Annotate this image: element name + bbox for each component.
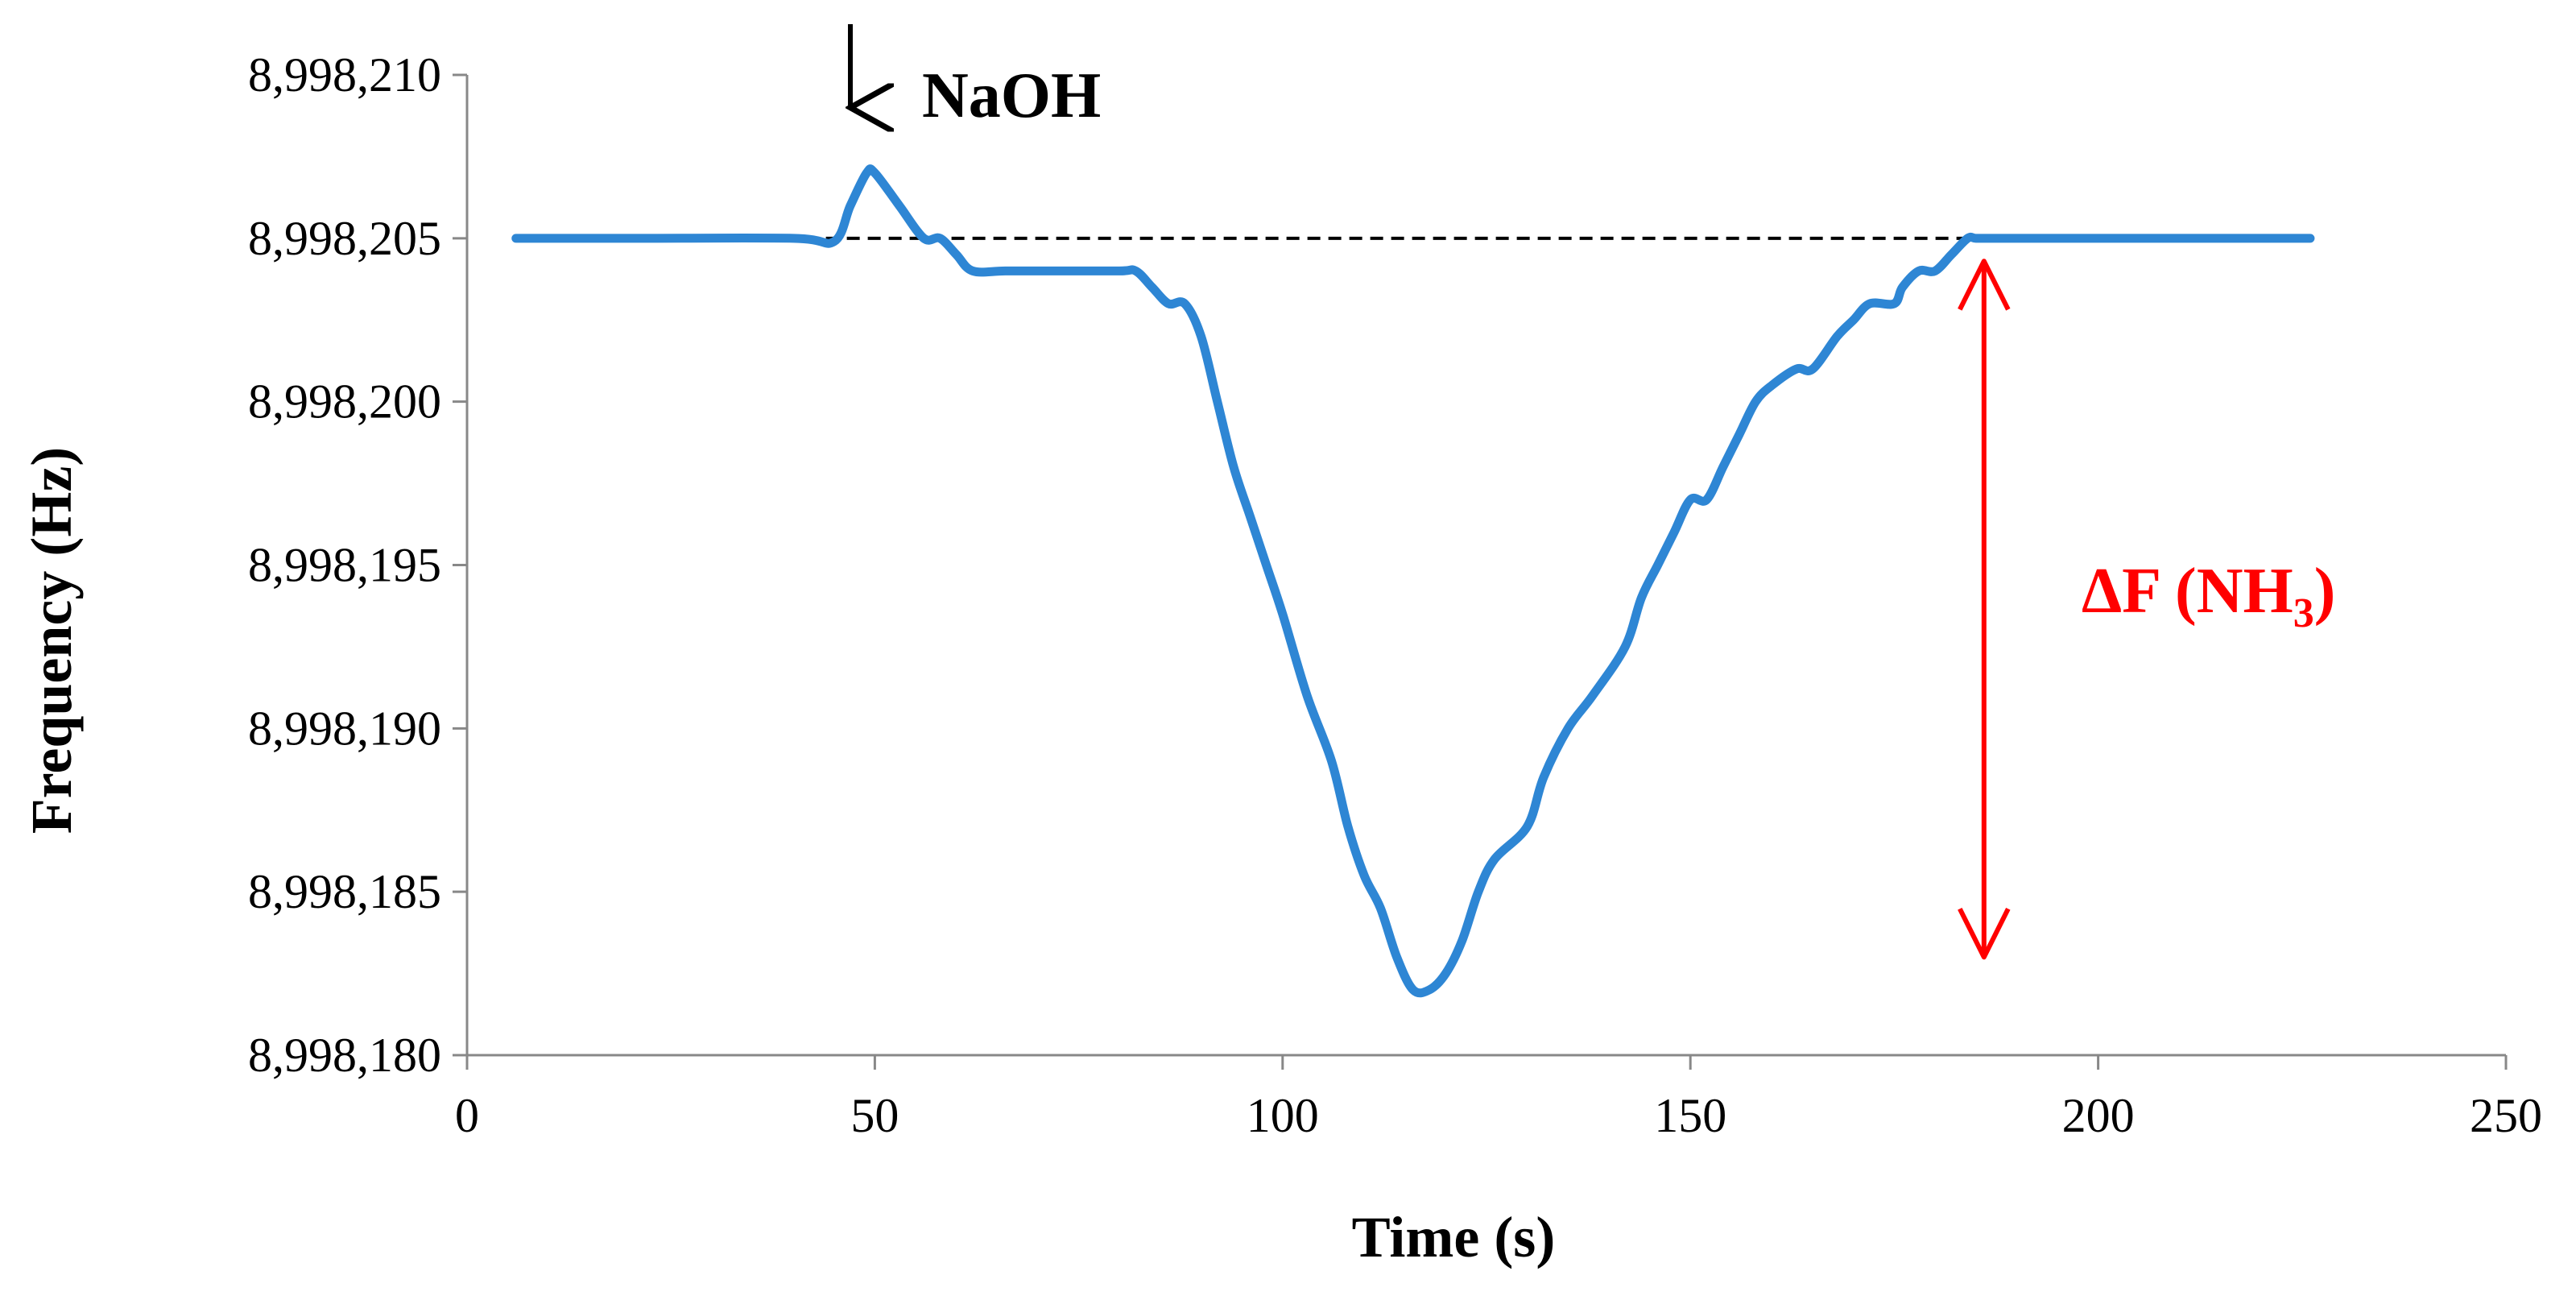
y-tick-label: 8,998,205	[248, 212, 441, 265]
x-tick-label: 100	[1247, 1089, 1319, 1142]
y-axis-ticks: 8,998,180 8,998,185 8,998,190 8,998,195 8,99…	[248, 48, 467, 1082]
delta-f-arrowhead-bottom	[1958, 907, 2011, 960]
naoh-label: NaOH	[922, 60, 1101, 131]
delta-f-arrowhead-top	[1958, 259, 2011, 311]
y-tick-label: 8,998,185	[248, 865, 441, 918]
y-tick-label: 8,998,210	[248, 48, 441, 101]
x-tick-label: 50	[850, 1089, 899, 1142]
annotations: NaOH ΔF (NH3)	[850, 24, 2335, 960]
x-tick-label: 200	[2062, 1089, 2135, 1142]
y-tick-label: 8,998,195	[248, 539, 441, 592]
delta-f-label-subscript: 3	[2293, 590, 2314, 636]
delta-f-label-main: ΔF (NH	[2082, 556, 2293, 627]
x-tick-label: 250	[2470, 1089, 2542, 1142]
delta-f-double-arrow	[1958, 259, 2011, 960]
y-tick-label: 8,998,180	[248, 1029, 441, 1082]
x-axis-title: Time (s)	[1352, 1205, 1556, 1269]
delta-f-label-suffix: )	[2314, 556, 2336, 627]
x-tick-label: 150	[1654, 1089, 1726, 1142]
series-group	[511, 164, 2315, 998]
y-axis-title: Frequency (Hz)	[19, 447, 84, 834]
x-axis-ticks: 0 50 100 150 200 250	[455, 1055, 2542, 1142]
y-tick-label: 8,998,190	[248, 702, 441, 755]
x-tick-label: 0	[455, 1089, 479, 1142]
delta-f-label: ΔF (NH3)	[2082, 556, 2335, 636]
frequency-series-line	[511, 164, 2315, 998]
y-tick-label: 8,998,200	[248, 375, 441, 429]
